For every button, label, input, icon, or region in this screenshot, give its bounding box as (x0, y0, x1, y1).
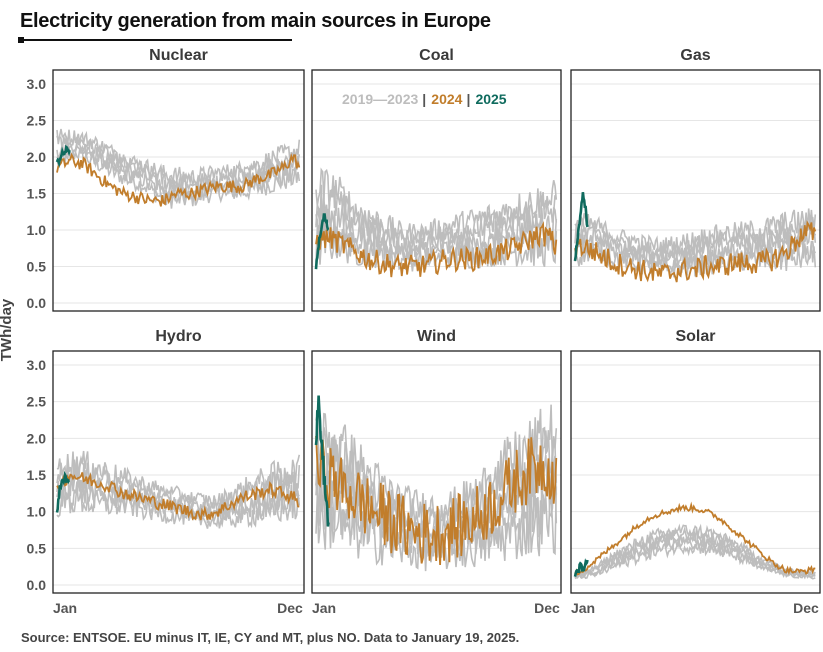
legend-2025: 2025 (475, 91, 506, 107)
page-title: Electricity generation from main sources… (20, 10, 491, 32)
facet-frame (311, 350, 562, 594)
series-historic-line (315, 194, 558, 258)
series-historic-line (315, 404, 558, 530)
facet-frame (52, 350, 305, 594)
y-tick-label: 0.5 (27, 540, 47, 556)
y-tick-label: 2.5 (27, 394, 47, 410)
x-tick-jan: Jan (312, 600, 336, 616)
y-tick-label: 2.0 (27, 149, 47, 165)
series-2025-line (314, 213, 330, 270)
y-tick-label: 2.5 (27, 113, 47, 129)
series-2024-line (574, 220, 817, 283)
y-tick-label: 3.0 (27, 357, 47, 373)
legend-separator: | (422, 91, 426, 107)
title-rule (20, 39, 292, 41)
facet-title-coal: Coal (419, 47, 454, 64)
series-2025-line (55, 144, 71, 169)
y-tick-label: 0.5 (27, 259, 47, 275)
facet-title-solar: Solar (675, 328, 715, 345)
legend-2024: 2024 (431, 91, 462, 107)
series-historic-line (574, 242, 817, 278)
series-2024-line (315, 221, 558, 278)
series-historic-line (56, 128, 301, 187)
series-2024-line (315, 435, 558, 565)
y-tick-label: 0.0 (27, 295, 47, 311)
series-historic-line (574, 208, 817, 255)
series-2025-line (314, 395, 330, 527)
y-tick-label: 1.5 (27, 186, 47, 202)
y-tick-label: 1.0 (27, 504, 47, 520)
series-historic-line (574, 216, 817, 262)
series-2025-line (573, 558, 589, 577)
facet-frame (570, 350, 821, 594)
series-historic-line (315, 167, 558, 246)
facet-title-gas: Gas (680, 47, 710, 64)
series-2024-line (56, 472, 300, 521)
facet-frame (52, 69, 305, 312)
y-tick-label: 2.0 (27, 430, 47, 446)
series-2024-line (574, 501, 816, 576)
series-2025-line (573, 192, 589, 262)
legend-historic: 2019—2023 (342, 91, 419, 107)
y-tick-label: 1.5 (27, 467, 47, 483)
x-tick-jan: Jan (571, 600, 595, 616)
small-multiples-chart: Nuclear 0.0 0.5 1.0 1.5 2.0 2.5 3.0 Coal Gas Hydro… (0, 47, 821, 616)
series-2025-line (55, 470, 71, 513)
x-tick-dec: Dec (534, 600, 560, 616)
facet-title-hydro: Hydro (155, 328, 201, 345)
facet-frame (570, 69, 821, 312)
legend-separator: | (466, 91, 470, 107)
source-note: Source: ENTSOE. EU minus IT, IE, CY and … (21, 630, 520, 645)
series-2024-line (56, 152, 301, 207)
x-tick-dec: Dec (793, 600, 819, 616)
y-tick-label: 1.0 (27, 222, 47, 238)
facet-frame (311, 69, 562, 312)
y-axis-label: TWh/day (0, 298, 15, 361)
series-historic-line (56, 450, 301, 509)
facet-title-wind: Wind (417, 328, 456, 345)
facet-title-nuclear: Nuclear (149, 47, 208, 64)
x-tick-dec: Dec (277, 600, 303, 616)
y-tick-label: 3.0 (27, 76, 47, 92)
y-tick-label: 0.0 (27, 577, 47, 593)
series-historic-line (315, 184, 558, 252)
series-historic-line (56, 466, 300, 519)
x-tick-jan: Jan (53, 600, 77, 616)
